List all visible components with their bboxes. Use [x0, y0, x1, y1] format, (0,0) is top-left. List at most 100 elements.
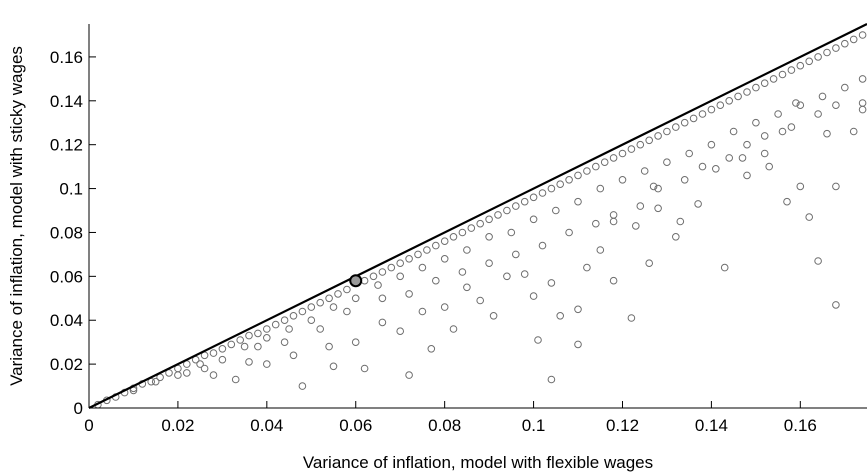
data-point — [743, 140, 751, 149]
data-point — [200, 364, 209, 373]
data-point — [583, 263, 591, 272]
data-point — [245, 358, 253, 366]
data-point — [534, 336, 542, 344]
data-point — [369, 272, 378, 281]
x-tick-label: 0.16 — [784, 416, 817, 435]
data-point — [552, 206, 560, 215]
data-point — [343, 307, 351, 316]
data-point — [841, 39, 849, 48]
data-point — [574, 305, 582, 314]
data-point — [396, 272, 405, 281]
data-point — [805, 213, 814, 221]
data-point — [787, 66, 796, 74]
data-point — [760, 149, 769, 158]
data-point — [760, 79, 769, 87]
y-tick-label: 0.1 — [59, 180, 83, 199]
y-tick-label: 0.12 — [50, 136, 83, 155]
data-point — [351, 294, 360, 303]
data-point — [778, 70, 787, 79]
data-point — [609, 211, 618, 219]
highlighted-point — [349, 274, 363, 288]
data-point — [307, 303, 316, 311]
y-tick-label: 0.06 — [50, 267, 83, 286]
data-point — [396, 259, 405, 268]
data-point — [574, 171, 582, 180]
data-point — [609, 217, 618, 226]
data-point — [712, 165, 720, 173]
data-point — [649, 182, 658, 191]
data-point — [832, 301, 840, 309]
data-point — [720, 263, 729, 272]
data-point — [218, 355, 227, 364]
data-point — [725, 154, 734, 162]
data-point — [538, 241, 547, 250]
data-point — [507, 228, 516, 237]
axes — [88, 24, 867, 409]
data-point — [405, 254, 413, 263]
data-point — [600, 158, 609, 166]
data-point — [485, 259, 493, 268]
data-point — [672, 123, 680, 131]
data-point — [796, 101, 805, 109]
data-point — [298, 382, 307, 390]
data-point — [271, 320, 280, 329]
data-point — [503, 206, 511, 215]
data-point — [645, 136, 654, 145]
x-tick-label: 0.14 — [695, 416, 728, 435]
data-point — [440, 254, 449, 263]
data-point — [583, 167, 591, 175]
data-point — [627, 314, 636, 322]
data-point — [440, 237, 449, 245]
data-point — [418, 307, 427, 316]
x-tick-label: 0.08 — [428, 416, 461, 435]
data-point — [414, 250, 422, 259]
data-point — [832, 44, 840, 52]
data-point — [636, 202, 645, 210]
data-point — [592, 162, 600, 171]
data-point — [849, 127, 858, 136]
data-point — [609, 276, 618, 285]
data-point — [325, 294, 333, 303]
data-point — [289, 351, 298, 360]
data-point — [298, 307, 307, 316]
data-point — [449, 325, 458, 333]
data-point — [792, 99, 800, 107]
data-point — [636, 140, 645, 149]
data-point — [685, 149, 694, 158]
data-point — [467, 224, 476, 232]
data-point — [231, 375, 240, 384]
x-axis-title: Variance of inflation, model with flexib… — [303, 453, 653, 472]
y-tick-label: 0.16 — [50, 48, 83, 67]
data-point — [374, 281, 382, 289]
data-point — [707, 105, 716, 114]
data-point — [574, 197, 582, 206]
data-point — [387, 263, 396, 272]
data-point — [378, 318, 387, 327]
data-point — [596, 184, 605, 193]
data-point — [476, 219, 485, 228]
data-point — [489, 312, 498, 320]
data-point — [783, 197, 791, 206]
data-point — [458, 228, 467, 237]
data-point — [351, 338, 360, 347]
data-point — [654, 184, 662, 193]
x-tick-label: 0 — [84, 416, 93, 435]
data-point — [547, 184, 556, 193]
data-point — [360, 276, 369, 285]
data-point — [805, 57, 814, 66]
y-ticks: 0 0.02 0.04 0.06 0.08 0.1 0.12 0.14 0.16 — [50, 48, 96, 418]
x-tick-label: 0.02 — [161, 416, 194, 435]
data-point — [743, 171, 751, 180]
data-point — [689, 114, 698, 123]
data-point — [280, 338, 289, 347]
data-point — [463, 283, 471, 292]
data-point — [254, 329, 262, 338]
data-point — [592, 219, 600, 228]
data-point — [743, 88, 751, 96]
data-point — [618, 176, 627, 184]
data-point — [529, 193, 538, 202]
data-point — [547, 279, 556, 287]
data-point — [512, 250, 520, 259]
data-point — [449, 233, 458, 241]
